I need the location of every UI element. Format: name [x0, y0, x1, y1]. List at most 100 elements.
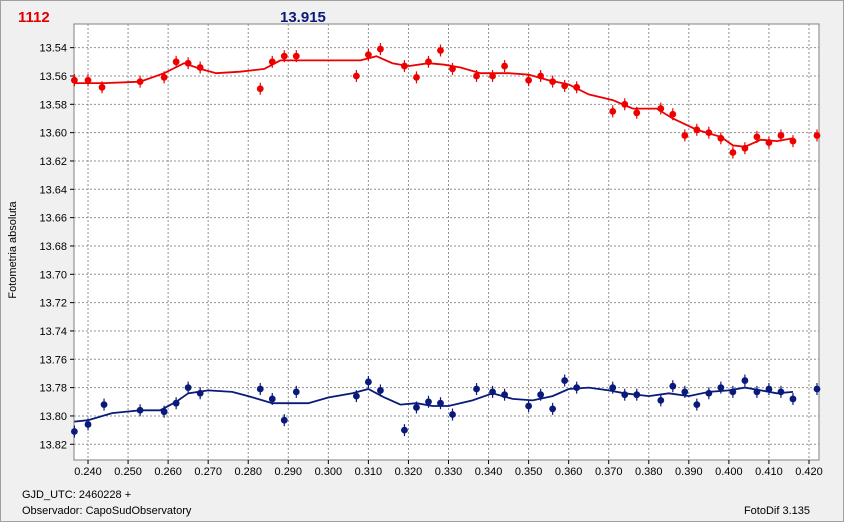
- point-marker: [98, 83, 106, 91]
- x-tick-label: 0.280: [234, 466, 262, 478]
- data-point-series-1: [352, 69, 360, 82]
- point-marker: [256, 385, 264, 393]
- point-marker: [473, 72, 480, 80]
- data-point-series-2: [561, 374, 569, 387]
- point-marker: [765, 139, 773, 146]
- x-tick-label: 0.400: [715, 466, 743, 478]
- point-marker: [84, 76, 92, 84]
- data-point-series-2: [377, 384, 384, 397]
- data-point-series-1: [609, 105, 617, 118]
- data-point-series-2: [184, 381, 192, 394]
- point-marker: [633, 391, 641, 399]
- point-marker: [765, 385, 773, 393]
- data-point-series-2: [280, 414, 288, 427]
- point-marker: [292, 388, 300, 396]
- y-tick-label: 13.54: [39, 43, 67, 55]
- data-points: [71, 43, 821, 438]
- data-point-series-1: [561, 79, 569, 92]
- point-marker: [573, 83, 581, 91]
- point-marker: [741, 144, 749, 152]
- x-tick-label: 0.240: [74, 466, 102, 478]
- data-point-series-2: [401, 424, 408, 437]
- point-marker: [71, 76, 78, 84]
- point-marker: [705, 389, 713, 397]
- point-marker: [256, 85, 264, 93]
- x-tick-label: 0.310: [355, 466, 383, 478]
- point-marker: [561, 82, 569, 90]
- data-point-series-1: [729, 146, 737, 159]
- data-point-series-1: [693, 123, 701, 136]
- point-marker: [352, 72, 360, 80]
- gjd-label: GJD_UTC: 2460228 +: [22, 489, 132, 501]
- data-point-series-1: [437, 44, 444, 57]
- x-tick-label: 0.350: [515, 466, 543, 478]
- point-marker: [489, 72, 496, 80]
- header-left-value: 1112: [18, 9, 50, 26]
- point-marker: [437, 47, 444, 54]
- observer-label: Observador: CapoSudObservatory: [22, 505, 192, 517]
- point-marker: [741, 377, 749, 384]
- point-marker: [753, 133, 761, 141]
- data-point-series-1: [377, 43, 384, 56]
- y-tick-label: 13.56: [39, 71, 67, 83]
- data-point-series-2: [172, 397, 180, 410]
- point-marker: [693, 126, 701, 134]
- point-marker: [268, 58, 276, 66]
- data-point-series-2: [705, 387, 713, 400]
- data-point-series-1: [425, 55, 432, 68]
- point-marker: [292, 52, 300, 60]
- data-point-series-1: [741, 142, 749, 155]
- point-marker: [160, 74, 168, 81]
- point-marker: [669, 110, 677, 118]
- point-marker: [501, 62, 508, 70]
- data-point-series-2: [425, 395, 432, 408]
- data-point-series-1: [401, 60, 408, 73]
- point-marker: [573, 384, 581, 392]
- axis-ticks: 0.240 0.250 0.260 0.270 0.280 0.290 0.300 0.310…: [39, 43, 822, 478]
- data-point-series-2: [681, 385, 689, 398]
- point-marker: [813, 132, 821, 139]
- point-marker: [280, 416, 288, 424]
- data-point-series-2: [525, 400, 533, 413]
- y-tick-label: 13.58: [39, 99, 67, 111]
- point-marker: [669, 382, 677, 390]
- data-point-series-1: [364, 48, 372, 61]
- point-marker: [449, 411, 456, 418]
- point-marker: [172, 58, 180, 66]
- data-point-series-1: [705, 126, 713, 139]
- point-marker: [657, 105, 665, 112]
- point-marker: [401, 426, 408, 434]
- point-marker: [437, 399, 444, 407]
- data-point-series-2: [256, 383, 264, 396]
- data-point-series-1: [681, 129, 689, 142]
- y-tick-label: 13.70: [39, 269, 67, 281]
- data-point-series-1: [160, 71, 168, 84]
- data-point-series-2: [789, 392, 797, 405]
- point-marker: [621, 100, 629, 108]
- data-point-series-1: [501, 60, 508, 73]
- data-point-series-1: [196, 61, 204, 74]
- data-point-series-2: [292, 385, 300, 398]
- data-point-series-1: [473, 69, 480, 82]
- point-marker: [184, 59, 192, 67]
- x-tick-label: 0.410: [755, 466, 783, 478]
- point-marker: [425, 398, 432, 406]
- point-marker: [729, 388, 737, 396]
- point-marker: [813, 385, 821, 393]
- point-marker: [525, 402, 533, 410]
- point-marker: [717, 384, 725, 392]
- data-point-series-2: [352, 390, 360, 403]
- data-point-series-2: [609, 381, 617, 394]
- data-point-series-2: [364, 375, 372, 388]
- point-marker: [621, 391, 629, 399]
- data-point-series-2: [729, 385, 737, 398]
- data-point-series-1: [136, 75, 144, 88]
- point-marker: [136, 406, 144, 414]
- point-marker: [681, 132, 689, 139]
- point-marker: [777, 388, 785, 396]
- point-marker: [525, 76, 533, 84]
- y-tick-label: 13.68: [39, 241, 67, 253]
- x-tick-label: 0.290: [275, 466, 303, 478]
- data-point-series-2: [71, 425, 78, 438]
- point-marker: [753, 388, 761, 396]
